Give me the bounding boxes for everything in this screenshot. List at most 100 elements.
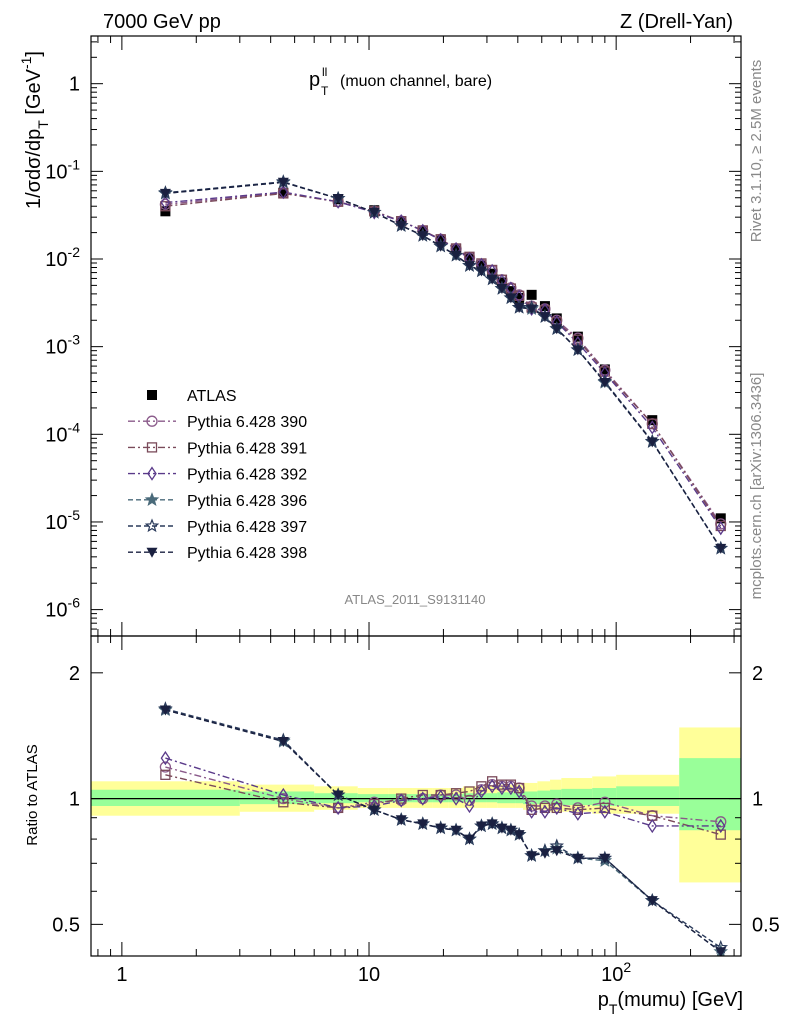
main-data-point xyxy=(464,252,475,263)
ratio-data-point xyxy=(599,853,611,864)
ratio-data-point xyxy=(647,818,658,834)
legend-entry: Pythia 6.428 396 xyxy=(128,492,307,510)
ratio-series-2 xyxy=(160,750,726,834)
ratio-data-point xyxy=(451,791,461,806)
ratio-data-point xyxy=(506,780,516,796)
ratio-data-point xyxy=(417,791,428,806)
main-series-line xyxy=(165,191,722,529)
main-title: p ll T (muon channel, bare) xyxy=(309,65,492,98)
rivet-version-label: Rivet 3.1.10, ≥ 2.5M events xyxy=(748,60,765,243)
legend-entry: Pythia 6.428 398 xyxy=(128,545,307,562)
main-data-point xyxy=(496,284,508,295)
main-ylabel-text: 1/σdσ/dpT [GeV-1] xyxy=(18,51,51,209)
legend-label: Pythia 6.428 396 xyxy=(187,493,307,510)
ratio-ytick-label-right: 0.5 xyxy=(752,914,780,936)
ratio-data-point xyxy=(277,736,289,747)
green-band xyxy=(497,792,507,804)
legend-label: Pythia 6.428 391 xyxy=(187,440,307,457)
main-plot-panel: 1 10-1 10-2 10-3 10-4 10-5 10-6 xyxy=(45,35,742,637)
ratio-data-point xyxy=(486,819,498,830)
ratio-data-point xyxy=(396,793,407,808)
xtick-label: 10 xyxy=(358,964,380,986)
ratio-data-point xyxy=(573,806,583,821)
ratio-data-point xyxy=(464,798,475,814)
ratio-data-point xyxy=(160,769,171,780)
title-subscript: T xyxy=(321,84,329,98)
ratio-data-point xyxy=(715,818,726,834)
ratio-ylabel: Ratio to ATLAS xyxy=(24,744,41,845)
main-data-point xyxy=(160,195,171,210)
main-ytick-label: 10-4 xyxy=(45,419,80,446)
ratio-data-point xyxy=(497,780,507,796)
legend-label: Pythia 6.428 390 xyxy=(187,414,307,431)
header-right: Z (Drell-Yan) xyxy=(620,11,733,33)
main-ytick-label: 10-2 xyxy=(45,244,80,271)
main-data-point xyxy=(647,418,658,429)
ratio-ytick-label-right: 1 xyxy=(752,789,763,811)
ratio-data-point xyxy=(715,816,727,828)
ratio-data-point xyxy=(463,834,475,845)
main-data-point xyxy=(463,261,475,272)
ratio-data-point xyxy=(435,789,446,804)
ratio-data-point xyxy=(417,819,429,830)
x-axis-label: pT(mumu) [GeV] xyxy=(598,989,743,1017)
ratio-data-point xyxy=(464,786,475,797)
green-band xyxy=(462,793,476,803)
ratio-data-point xyxy=(514,784,524,799)
legend-marker xyxy=(146,547,158,558)
main-ytick-label: 10-3 xyxy=(45,332,80,359)
green-band xyxy=(506,792,516,804)
main-data-point xyxy=(159,188,171,199)
legend-label: Pythia 6.428 392 xyxy=(187,467,307,484)
ratio-data-point xyxy=(505,779,517,790)
ratio-data-point xyxy=(475,821,487,832)
main-data-point xyxy=(539,312,551,323)
ratio-data-point xyxy=(715,829,726,840)
mcplots-label: mcplots.cern.ch [arXiv:1306.3436] xyxy=(748,373,765,600)
ratio-data-point xyxy=(496,823,508,834)
ratio-data-point xyxy=(646,896,658,907)
ratio-data-point xyxy=(540,804,550,819)
xtick-label: 102 xyxy=(601,959,631,986)
ratio-data-point xyxy=(526,804,537,819)
ratio-series-line xyxy=(165,708,722,949)
main-data-point xyxy=(551,324,563,335)
main-data-point xyxy=(278,187,289,198)
main-data-point xyxy=(572,345,584,356)
main-data-point xyxy=(715,543,727,554)
main-data-point xyxy=(599,377,611,388)
main-data-point xyxy=(647,420,658,435)
ratio-frame xyxy=(90,635,742,957)
ratio-ytick-label-left: 2 xyxy=(69,663,80,685)
main-data-point xyxy=(715,520,726,536)
legend-label: Pythia 6.428 398 xyxy=(187,545,307,562)
analysis-watermark: ATLAS_2011_S9131140 xyxy=(345,592,486,607)
ratio-ytick-label-left: 1 xyxy=(69,789,80,811)
legend-entry: Pythia 6.428 392 xyxy=(128,466,307,484)
main-data-point xyxy=(395,221,407,232)
legend-marker xyxy=(144,492,160,506)
main-data-point xyxy=(599,364,610,375)
main-data-point xyxy=(505,293,517,304)
ratio-data-point xyxy=(476,784,487,799)
ratio-data-point xyxy=(551,846,563,857)
main-data-point xyxy=(475,266,487,277)
main-data-point xyxy=(526,289,537,300)
main-ytick-label: 1 xyxy=(69,74,80,96)
x-axis-label-text: pT(mumu) [GeV] xyxy=(598,989,743,1017)
ratio-ytick-label-right: 2 xyxy=(752,663,763,685)
header-left: 7000 GeV pp xyxy=(103,11,221,33)
main-data-point xyxy=(417,231,429,242)
ratio-data-point xyxy=(435,823,447,834)
ratio-data-point xyxy=(513,830,525,841)
green-band xyxy=(616,786,680,807)
main-series-6 xyxy=(165,181,722,549)
green-band xyxy=(561,788,593,806)
ratio-data-point xyxy=(551,800,562,816)
green-band xyxy=(239,791,315,805)
uncertainty-bands xyxy=(91,727,741,883)
ratio-series-5 xyxy=(159,705,727,956)
ratio-data-point xyxy=(278,787,289,803)
ratio-ytick-label-left: 0.5 xyxy=(52,914,80,936)
